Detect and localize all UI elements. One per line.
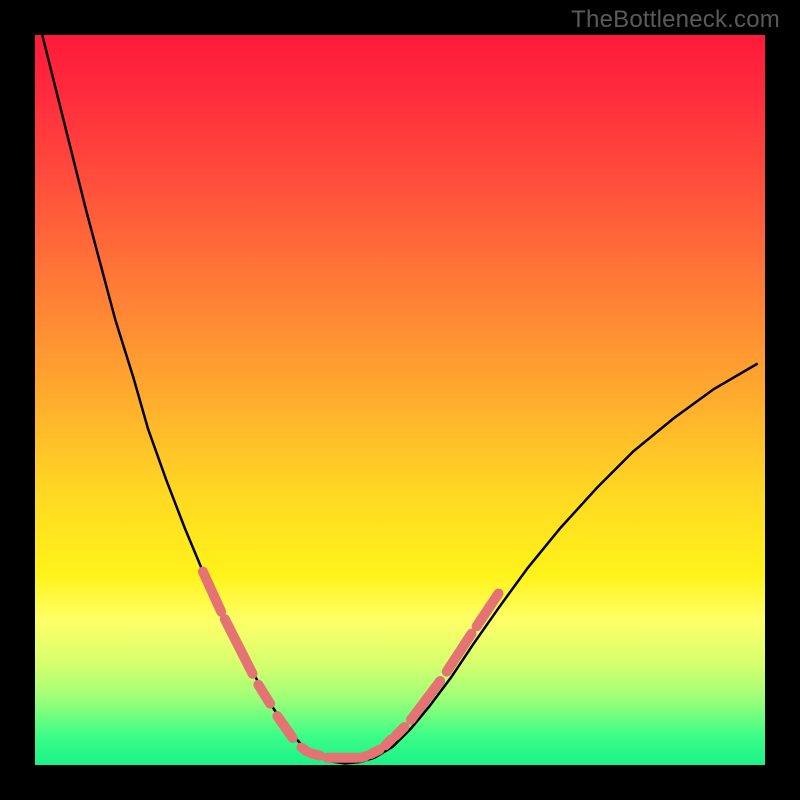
marker-segment [385,739,391,745]
marker-segment [311,753,320,755]
marker-segment [371,750,380,754]
marker-segment [447,634,472,672]
chart-plot-area [35,35,765,765]
marker-segment [258,685,270,704]
marker-segment [396,727,405,736]
marker-segment [225,619,253,674]
marker-segment [301,747,306,751]
watermark-text: TheBottleneck.com [571,6,780,34]
marker-segment [477,593,499,626]
chart-marker-segments [35,35,765,765]
marker-segment [203,572,221,612]
marker-segment [277,716,292,738]
marker-segment [360,756,366,757]
marker-segment [411,681,440,720]
